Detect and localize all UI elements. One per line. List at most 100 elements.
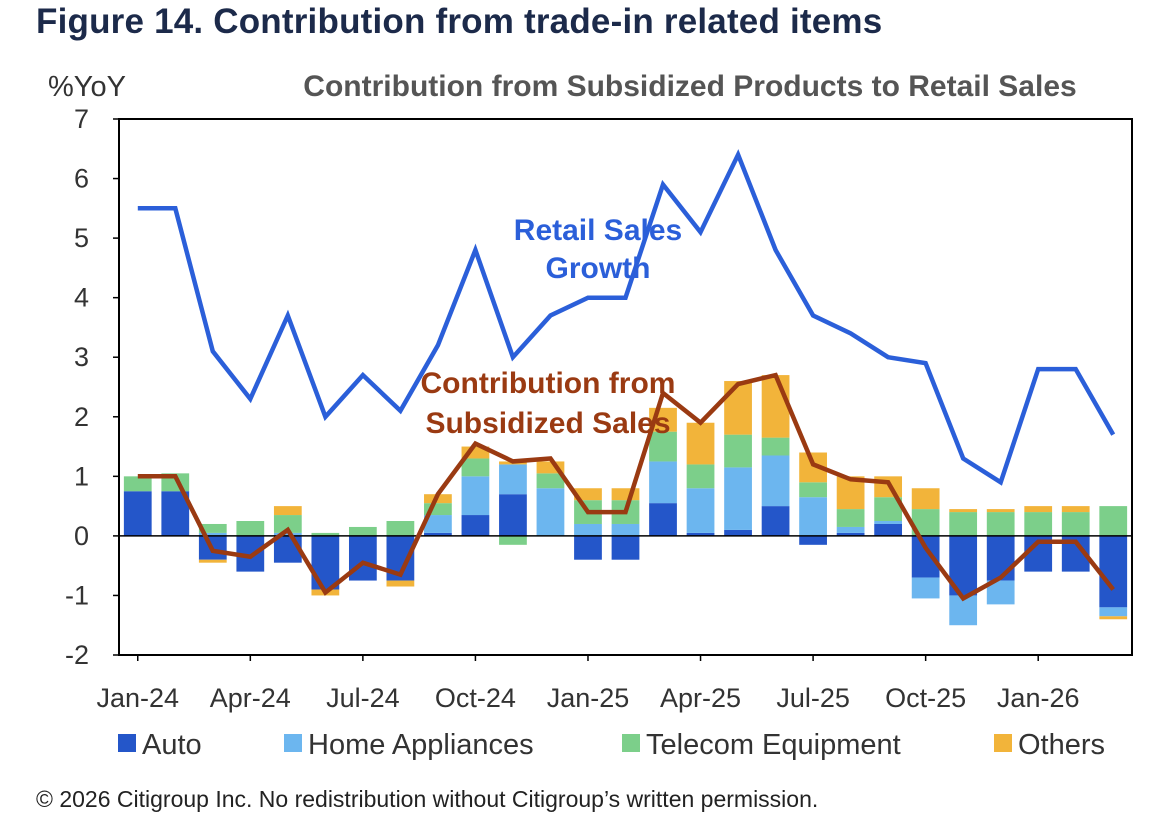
bar-auto xyxy=(123,491,152,536)
bar-telecom-equipment xyxy=(123,476,152,492)
retail-sales-label: Retail Sales xyxy=(514,214,682,247)
legend-label-telecom-equipment: Telecom Equipment xyxy=(646,729,901,761)
line-retail-sales-growth xyxy=(137,149,1116,486)
bar-others xyxy=(949,509,978,513)
bar-home-appliances xyxy=(499,464,527,495)
bar-home-appliances xyxy=(574,523,602,536)
bar-others xyxy=(986,509,1015,513)
bar-auto xyxy=(574,535,602,560)
bar-telecom-equipment xyxy=(311,532,340,536)
bar-auto xyxy=(424,532,452,536)
bar-telecom-equipment xyxy=(949,512,978,536)
bar-telecom-equipment xyxy=(424,503,452,516)
y-tick-label: 5 xyxy=(74,223,89,253)
bar-telecom-equipment xyxy=(348,526,377,536)
legend-swatch-telecom-equipment xyxy=(622,734,640,752)
bar-others xyxy=(686,422,715,465)
legend-label-auto: Auto xyxy=(142,729,202,761)
bar-telecom-equipment xyxy=(236,521,265,536)
bar-telecom-equipment xyxy=(1024,512,1053,536)
x-tick-label: Jul-24 xyxy=(326,683,400,713)
bar-auto xyxy=(311,535,340,590)
x-tick-label: Jan-24 xyxy=(96,683,179,713)
bar-telecom-equipment xyxy=(1061,512,1090,536)
legend-swatch-home-appliances xyxy=(284,734,302,752)
x-tick-label: Apr-24 xyxy=(210,683,291,713)
bar-telecom-equipment xyxy=(273,515,302,533)
bar-auto xyxy=(649,503,677,536)
line-contribution-from-subsidized-sales xyxy=(137,372,1115,602)
bar-home-appliances xyxy=(799,497,827,536)
bar-telecom-equipment xyxy=(499,535,527,545)
bar-others xyxy=(386,580,415,587)
bar-home-appliances xyxy=(424,515,452,533)
bar-telecom-equipment xyxy=(686,464,715,489)
bar-telecom-equipment xyxy=(386,521,415,536)
retail-sales-label: Growth xyxy=(546,252,651,285)
bar-home-appliances xyxy=(461,476,490,516)
bar-auto xyxy=(836,532,865,536)
bar-others xyxy=(536,461,565,474)
bar-telecom-equipment xyxy=(1099,506,1128,536)
bar-home-appliances xyxy=(273,532,302,536)
y-tick-label: 3 xyxy=(74,342,89,372)
chart-title: Contribution from Subsidized Products to… xyxy=(303,70,1076,103)
copyright-notice: © 2026 Citigroup Inc. No redistribution … xyxy=(36,786,819,812)
bar-auto xyxy=(986,535,1015,581)
y-tick-label: 1 xyxy=(74,461,89,491)
y-tick-label: 0 xyxy=(74,521,89,551)
bar-others xyxy=(574,488,602,501)
bar-others xyxy=(911,488,940,510)
y-tick-label: 6 xyxy=(74,164,89,194)
x-axis: Jan-24 Apr-24 Jul-24 Oct-24 Jan-25 Apr-25 Jul-… xyxy=(96,655,1079,713)
bar-auto xyxy=(611,535,640,560)
bar-telecom-equipment xyxy=(198,523,227,533)
bar-home-appliances xyxy=(761,455,790,507)
plot-frame xyxy=(118,118,1133,656)
bar-telecom-equipment xyxy=(724,434,752,468)
bar-auto xyxy=(461,515,490,536)
bar-others xyxy=(724,381,752,435)
bar-home-appliances xyxy=(986,580,1015,605)
bar-home-appliances xyxy=(198,532,227,536)
bar-others xyxy=(1061,506,1090,513)
bar-auto xyxy=(1099,535,1128,608)
y-tick-label: 7 xyxy=(74,104,89,134)
bar-home-appliances xyxy=(911,577,940,599)
bar-telecom-equipment xyxy=(799,482,827,498)
y-tick-label: 2 xyxy=(74,402,89,432)
y-tick-label: -1 xyxy=(65,580,89,610)
bar-others xyxy=(273,506,302,516)
bar-others xyxy=(1099,616,1128,620)
figure-title: Figure 14. Contribution from trade-in re… xyxy=(36,2,883,41)
x-tick-label: Oct-25 xyxy=(885,683,966,713)
x-tick-label: Jul-25 xyxy=(776,683,850,713)
bar-auto xyxy=(799,535,827,545)
chart: %YoY Contribution from Subsidized Produc… xyxy=(48,70,1133,761)
bar-home-appliances xyxy=(874,521,903,524)
x-tick-label: Oct-24 xyxy=(435,683,516,713)
y-tick-label: 4 xyxy=(74,283,89,313)
legend: Auto Home Appliances Telecom Equipment Othe… xyxy=(118,729,1105,761)
bar-auto xyxy=(686,532,715,536)
legend-swatch-others xyxy=(994,734,1012,752)
bar-telecom-equipment xyxy=(649,431,677,462)
subsidized-contribution-label: Subsidized Sales xyxy=(425,407,670,440)
y-axis-unit-label: %YoY xyxy=(48,71,126,103)
x-tick-label: Jan-25 xyxy=(547,683,630,713)
subsidized-contribution-label: Contribution from xyxy=(421,367,676,400)
bar-telecom-equipment xyxy=(986,512,1015,536)
bar-auto xyxy=(348,535,377,581)
bar-home-appliances xyxy=(686,488,715,533)
bar-home-appliances xyxy=(1099,607,1128,617)
bar-telecom-equipment xyxy=(536,473,565,489)
bar-home-appliances xyxy=(836,526,865,533)
bar-home-appliances xyxy=(536,488,565,536)
x-tick-label: Apr-25 xyxy=(660,683,741,713)
bar-telecom-equipment xyxy=(461,458,490,477)
legend-label-home-appliances: Home Appliances xyxy=(308,729,534,761)
bar-telecom-equipment xyxy=(836,509,865,527)
bar-home-appliances xyxy=(611,523,640,536)
bar-home-appliances xyxy=(649,461,677,504)
legend-label-others: Others xyxy=(1018,729,1105,761)
